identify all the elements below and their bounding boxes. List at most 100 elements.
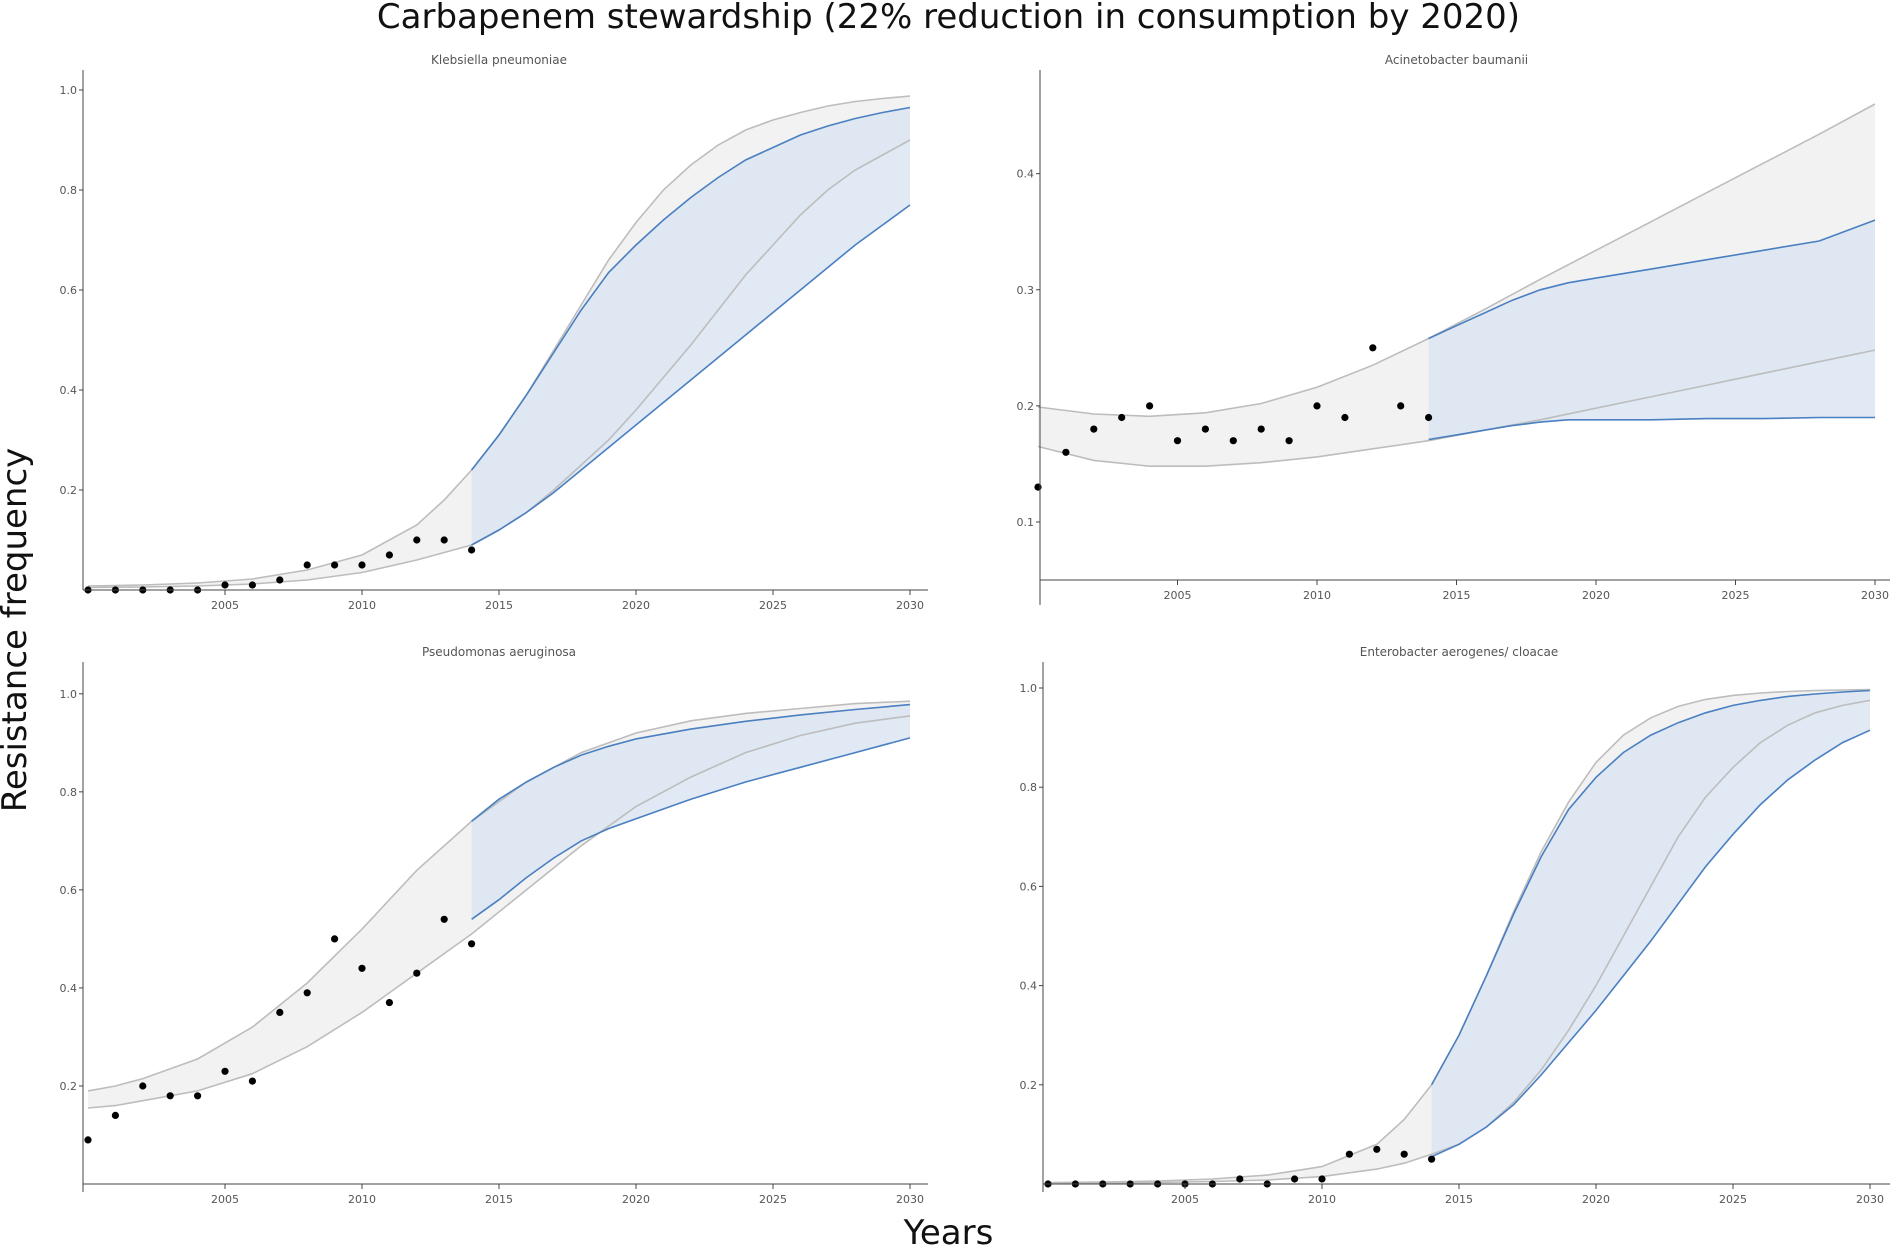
observed-point	[111, 1111, 119, 1119]
y-tick-label: 0.4	[60, 384, 78, 397]
baseline-upper-line	[87, 95, 911, 587]
projection-band	[1431, 690, 1870, 1157]
y-tick-label: 1.0	[60, 84, 78, 97]
observed-point	[248, 1077, 256, 1085]
observed-point	[1090, 425, 1098, 433]
x-tick-label: 2020	[622, 1193, 650, 1206]
x-tick-label: 2030	[1856, 1193, 1884, 1206]
observed-point	[358, 964, 366, 972]
x-tick-label: 2010	[1308, 1193, 1336, 1206]
observed-point	[468, 940, 476, 948]
panel-title: Enterobacter aerogenes/ cloacae	[1360, 645, 1559, 659]
observed-point	[84, 1136, 92, 1144]
observed-point	[303, 561, 311, 569]
x-tick-label: 2005	[211, 599, 239, 612]
observed-point	[194, 1092, 202, 1100]
observed-point	[331, 935, 339, 943]
x-tick-label: 2020	[622, 599, 650, 612]
x-tick-label: 2025	[1722, 589, 1750, 602]
observed-point	[1341, 413, 1349, 422]
x-tick-label: 2015	[485, 599, 513, 612]
y-tick-label: 1.0	[1020, 682, 1038, 695]
observed-point	[385, 999, 393, 1007]
observed-point	[358, 561, 366, 569]
observed-point	[440, 536, 448, 544]
observed-point	[1146, 402, 1154, 410]
observed-point	[276, 1008, 284, 1017]
x-tick-label: 2005	[1164, 589, 1192, 602]
projection-lower-line	[471, 204, 911, 546]
projection-band	[471, 107, 910, 545]
x-tick-label: 2025	[1719, 1193, 1747, 1206]
observed-point	[1369, 344, 1377, 352]
projection-lower-line	[1431, 729, 1871, 1158]
projection-upper-line	[470, 106, 911, 471]
y-tick-label: 0.6	[60, 284, 78, 297]
observed-point	[1345, 1150, 1353, 1158]
x-tick-label: 2010	[1303, 589, 1331, 602]
x-tick-label: 2010	[348, 599, 376, 612]
x-tick-label: 2015	[1445, 1193, 1473, 1206]
panel-title: Acinetobacter baumanii	[1385, 53, 1528, 67]
y-tick-label: 0.8	[1020, 781, 1038, 794]
observed-point	[139, 1082, 147, 1090]
observed-point	[440, 915, 448, 923]
observed-point	[413, 536, 421, 544]
observed-point	[221, 1067, 229, 1075]
observed-point	[1229, 437, 1237, 445]
y-tick-label: 0.2	[1020, 1079, 1038, 1092]
y-tick-label: 0.3	[1017, 284, 1035, 297]
observed-point	[1400, 1150, 1408, 1158]
observed-point	[1428, 1155, 1436, 1163]
observed-point	[1397, 402, 1405, 410]
baseline-lower-line	[87, 139, 911, 589]
baseline-upper-line	[1047, 688, 1871, 1184]
observed-point	[303, 989, 311, 997]
panel-title: Pseudomonas aeruginosa	[422, 645, 576, 659]
y-tick-label: 0.1	[1017, 516, 1035, 529]
x-tick-label: 2005	[211, 1193, 239, 1206]
projection-band	[1428, 220, 1875, 440]
panel-4: 2005 2010 2015 2020 2025 2030 0.2 0.4 0.6 0.8 1.0 E…	[1020, 645, 1890, 1206]
observed-point	[331, 561, 339, 569]
observed-point	[1291, 1175, 1299, 1183]
observed-point	[1062, 448, 1070, 456]
y-tick-label: 0.4	[1020, 980, 1038, 993]
observed-point	[413, 969, 421, 977]
observed-point	[1118, 413, 1126, 422]
x-tick-label: 2015	[1443, 589, 1471, 602]
observed-point	[1201, 425, 1209, 433]
x-tick-label: 2020	[1582, 589, 1610, 602]
baseline-lower-line	[87, 715, 911, 1109]
x-tick-label: 2030	[896, 1193, 924, 1206]
y-tick-label: 0.8	[60, 786, 78, 799]
observed-point	[221, 581, 229, 589]
observed-point	[1425, 413, 1433, 422]
observed-point	[1034, 483, 1042, 491]
y-tick-label: 1.0	[60, 688, 78, 701]
observed-point	[1257, 425, 1265, 433]
projection-lower-line	[471, 737, 911, 920]
x-tick-label: 2005	[1171, 1193, 1199, 1206]
x-tick-label: 2030	[1861, 589, 1889, 602]
y-tick-label: 0.2	[60, 484, 78, 497]
x-tick-label: 2010	[348, 1193, 376, 1206]
observed-point	[468, 546, 476, 554]
figure-title: Carbapenem stewardship (22% reduction in…	[376, 0, 1521, 37]
observed-point	[166, 1092, 174, 1100]
observed-point	[1313, 402, 1321, 410]
observed-point	[1373, 1145, 1381, 1153]
projection-upper-line	[471, 703, 911, 822]
projection-lower-line	[1428, 416, 1875, 441]
y-tick-label: 0.8	[60, 184, 78, 197]
baseline-lower-line	[1048, 699, 1871, 1184]
baseline-band	[88, 701, 910, 1108]
y-tick-label: 0.6	[1020, 880, 1038, 893]
panel-1: 2005 2010 2015 2020 2025 2030 0.2 0.4 0.6 0.8 1.0 K…	[60, 53, 928, 612]
x-tick-label: 2015	[485, 1193, 513, 1206]
y-tick-label: 0.2	[1017, 400, 1035, 413]
observed-point	[385, 551, 393, 559]
x-tick-label: 2030	[896, 599, 924, 612]
panel-3: 2005 2010 2015 2020 2025 2030 0.2 0.4 0.6 0.8 1.0 P…	[60, 645, 928, 1206]
